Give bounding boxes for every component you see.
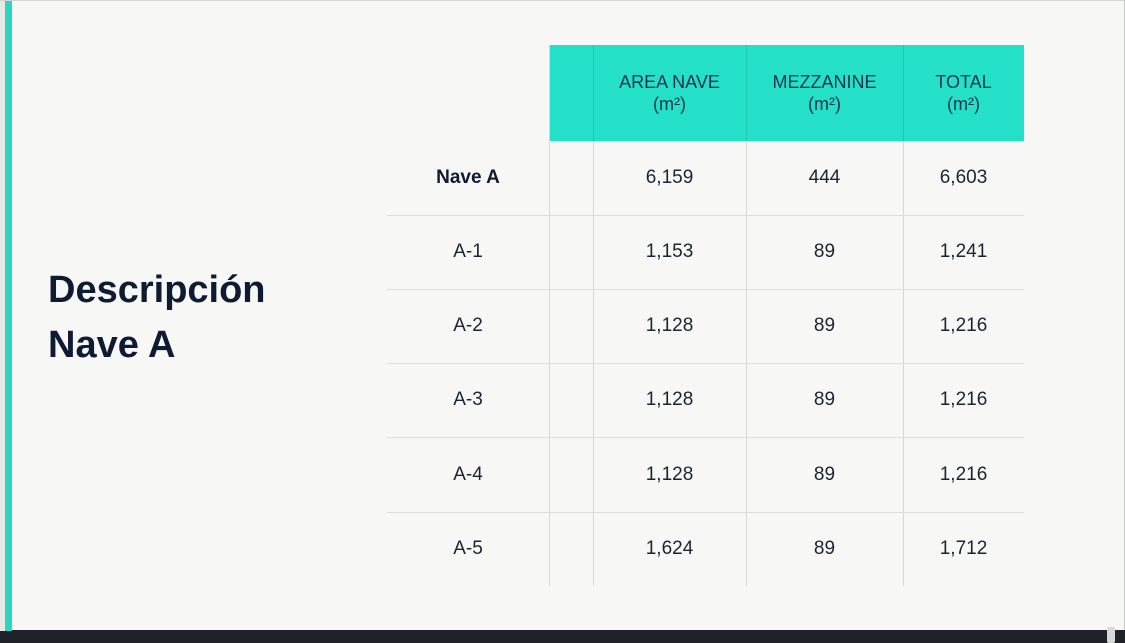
cell-total: 6,603 bbox=[939, 167, 988, 188]
slide-title: Descripción Nave A bbox=[48, 263, 348, 373]
header-mezzanine-unit: (m²) bbox=[808, 94, 841, 114]
cell-mezzanine: 89 bbox=[813, 389, 836, 410]
cell-mezzanine: 89 bbox=[813, 538, 836, 559]
cell-area: 1,128 bbox=[645, 315, 694, 336]
cell-area: 1,624 bbox=[645, 538, 694, 559]
cell-mezzanine: 89 bbox=[813, 463, 836, 485]
table-header-band bbox=[549, 45, 1024, 141]
table-row-divider bbox=[387, 437, 1024, 438]
cell-area: 1,128 bbox=[645, 463, 694, 485]
header-area-nave-title: AREA NAVE bbox=[619, 72, 720, 92]
header-mezzanine-title: MEZZANINE bbox=[772, 72, 877, 92]
table-row-divider bbox=[387, 289, 1024, 290]
row-label-a3: A-3 bbox=[453, 389, 483, 410]
table-vline bbox=[549, 45, 550, 586]
slide-title-line-1: Descripción bbox=[48, 269, 266, 311]
row-label-nave-a: Nave A bbox=[436, 167, 500, 188]
slide-title-line-2: Nave A bbox=[48, 324, 176, 366]
cell-mezzanine: 89 bbox=[813, 315, 836, 336]
cell-area: 1,153 bbox=[645, 241, 694, 262]
header-total-unit: (m²) bbox=[947, 94, 980, 114]
row-label-a5: A-5 bbox=[453, 538, 483, 559]
cell-area: 6,159 bbox=[645, 167, 694, 188]
header-area-nave: AREA NAVE (m²) bbox=[593, 45, 746, 141]
cell-total: 1,216 bbox=[939, 315, 988, 336]
cell-total: 1,241 bbox=[939, 241, 988, 262]
table-row-divider bbox=[387, 215, 1024, 216]
slide-left-edge bbox=[0, 1, 5, 631]
header-total: TOTAL (m²) bbox=[903, 45, 1024, 141]
table-row-divider bbox=[387, 363, 1024, 364]
cell-total: 1,712 bbox=[939, 538, 988, 559]
cell-mezzanine: 89 bbox=[813, 241, 836, 262]
cell-mezzanine: 444 bbox=[808, 167, 841, 188]
table-row-divider bbox=[387, 512, 1024, 513]
accent-bar bbox=[5, 1, 12, 631]
header-mezzanine: MEZZANINE (m²) bbox=[746, 45, 903, 141]
area-table: AREA NAVE (m²) MEZZANINE (m²) TOTAL (m²)… bbox=[387, 45, 1024, 586]
row-label-a2: A-2 bbox=[453, 315, 483, 336]
row-label-a1: A-1 bbox=[453, 241, 483, 262]
scrollbar-thumb[interactable] bbox=[1107, 627, 1115, 643]
cell-total: 1,216 bbox=[939, 389, 988, 410]
cell-total: 1,216 bbox=[939, 463, 988, 485]
header-area-nave-unit: (m²) bbox=[653, 94, 686, 114]
header-total-title: TOTAL bbox=[935, 72, 992, 92]
row-label-a4: A-4 bbox=[453, 463, 483, 485]
cell-area: 1,128 bbox=[645, 389, 694, 410]
